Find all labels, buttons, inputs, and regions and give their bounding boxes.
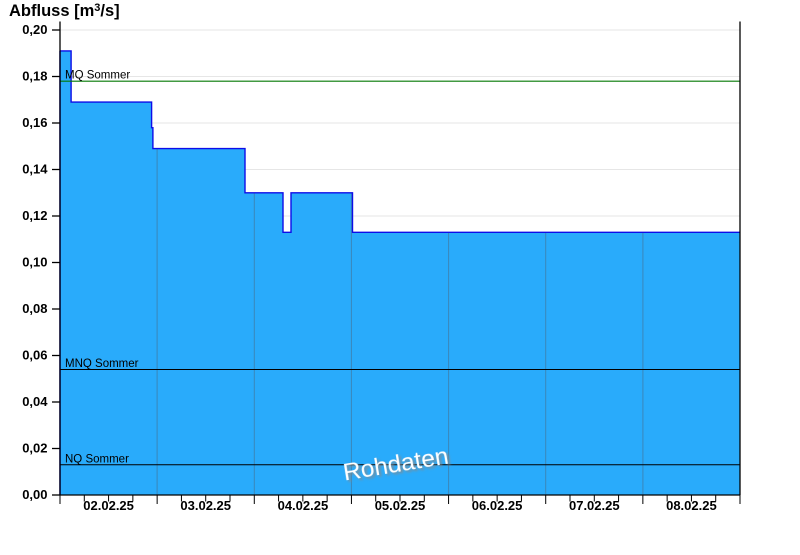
svg-text:0,18: 0,18 (22, 69, 47, 84)
svg-text:0,02: 0,02 (22, 441, 47, 456)
svg-text:03.02.25: 03.02.25 (180, 498, 231, 513)
svg-text:02.02.25: 02.02.25 (83, 498, 134, 513)
svg-text:0,04: 0,04 (22, 394, 48, 409)
svg-text:NQ Sommer: NQ Sommer (65, 453, 129, 465)
svg-text:08.02.25: 08.02.25 (666, 498, 717, 513)
svg-text:0,08: 0,08 (22, 301, 47, 316)
svg-text:0,10: 0,10 (22, 255, 47, 270)
svg-text:0,14: 0,14 (22, 162, 48, 177)
svg-text:0,06: 0,06 (22, 348, 47, 363)
svg-text:0,16: 0,16 (22, 115, 47, 130)
svg-text:0,12: 0,12 (22, 208, 47, 223)
svg-text:MNQ Sommer: MNQ Sommer (65, 358, 139, 370)
svg-text:06.02.25: 06.02.25 (472, 498, 523, 513)
svg-text:0,00: 0,00 (22, 487, 47, 502)
svg-text:07.02.25: 07.02.25 (569, 498, 620, 513)
svg-text:MQ Sommer: MQ Sommer (65, 70, 130, 82)
svg-text:Abfluss [m3/s]: Abfluss [m3/s] (9, 2, 120, 20)
svg-text:05.02.25: 05.02.25 (375, 498, 426, 513)
svg-text:0,20: 0,20 (22, 22, 47, 37)
svg-text:04.02.25: 04.02.25 (278, 498, 329, 513)
